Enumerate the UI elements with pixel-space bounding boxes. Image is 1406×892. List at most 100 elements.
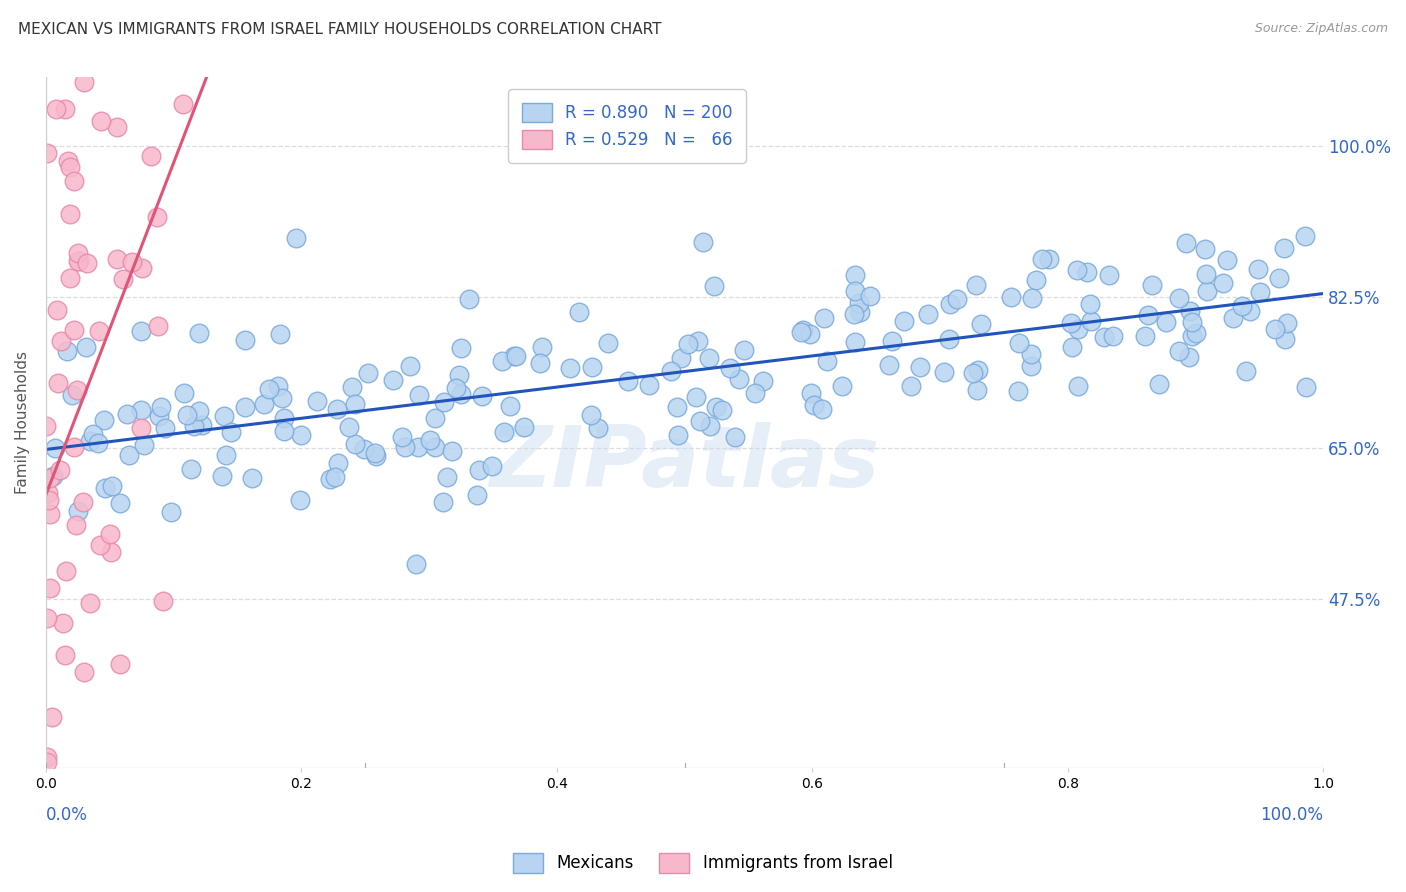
Point [38, 492, 60, 507]
Point [447, 368, 470, 382]
Point [468, 463, 491, 477]
Point [697, 351, 720, 366]
Point [450, 386, 472, 401]
Point [689, 414, 711, 428]
Point [1216, 252, 1239, 267]
Point [1181, 328, 1204, 343]
Point [1019, 359, 1042, 373]
Point [353, 442, 375, 456]
Point [318, 472, 340, 486]
Point [481, 459, 503, 474]
Point [87, 324, 110, 338]
Point [1212, 276, 1234, 290]
Point [1066, 262, 1088, 277]
Point [52, 818, 75, 832]
Point [1059, 316, 1081, 330]
Point [1168, 344, 1191, 359]
Text: 0.0%: 0.0% [46, 805, 87, 823]
Point [173, 386, 195, 401]
Point [105, 252, 128, 267]
Point [471, 389, 494, 403]
Point [1067, 378, 1090, 392]
Point [339, 420, 361, 434]
Point [831, 379, 853, 393]
Point [56, 153, 79, 168]
Point [659, 364, 682, 378]
Point [1135, 328, 1157, 343]
Point [55, 809, 77, 823]
Point [45, 303, 67, 318]
Point [100, 545, 122, 559]
Point [1092, 330, 1115, 344]
Point [815, 353, 838, 368]
Point [49, 463, 72, 477]
Point [408, 387, 430, 401]
Point [405, 557, 427, 571]
Point [938, 332, 960, 346]
Point [1062, 340, 1084, 354]
Point [1156, 314, 1178, 328]
Point [146, 210, 169, 224]
Point [159, 505, 181, 519]
Point [811, 402, 834, 417]
Point [398, 359, 420, 373]
Point [970, 317, 993, 331]
Point [63, 323, 86, 337]
Point [38, 507, 60, 521]
Point [502, 349, 524, 363]
Point [343, 397, 366, 411]
Point [87, 436, 110, 450]
Point [685, 390, 707, 404]
Point [307, 393, 329, 408]
Point [581, 408, 603, 422]
Point [211, 468, 233, 483]
Point [1294, 228, 1316, 243]
Point [1021, 291, 1043, 305]
Point [129, 403, 152, 417]
Point [212, 409, 235, 423]
Point [1194, 242, 1216, 256]
Point [932, 365, 955, 379]
Point [844, 284, 866, 298]
Point [79, 434, 101, 448]
Point [66, 383, 89, 397]
Point [688, 334, 710, 348]
Point [703, 279, 725, 293]
Legend: R = 0.890   N = 200, R = 0.529   N =   66: R = 0.890 N = 200, R = 0.529 N = 66 [509, 89, 745, 162]
Point [288, 493, 311, 508]
Text: ZIPatlas: ZIPatlas [489, 423, 880, 506]
Point [328, 456, 350, 470]
Point [129, 324, 152, 338]
Point [499, 400, 522, 414]
Point [531, 340, 554, 354]
Point [1249, 285, 1271, 299]
Point [711, 402, 734, 417]
Point [326, 401, 349, 416]
Point [617, 374, 640, 388]
Point [59, 160, 82, 174]
Point [799, 386, 821, 401]
Point [505, 349, 527, 363]
Point [76, 256, 98, 270]
Point [668, 428, 690, 442]
Point [94, 481, 117, 495]
Point [406, 440, 429, 454]
Point [699, 419, 721, 434]
Legend: Mexicans, Immigrants from Israel: Mexicans, Immigrants from Israel [506, 847, 900, 880]
Point [638, 377, 661, 392]
Point [121, 255, 143, 269]
Point [882, 334, 904, 349]
Point [492, 425, 515, 440]
Point [728, 372, 751, 386]
Point [344, 437, 367, 451]
Point [792, 323, 814, 337]
Point [56, 344, 79, 359]
Point [1137, 308, 1160, 322]
Point [66, 254, 89, 268]
Point [271, 391, 294, 405]
Point [49, 13, 72, 28]
Point [82, 426, 104, 441]
Point [917, 307, 939, 321]
Point [598, 336, 620, 351]
Point [1247, 261, 1270, 276]
